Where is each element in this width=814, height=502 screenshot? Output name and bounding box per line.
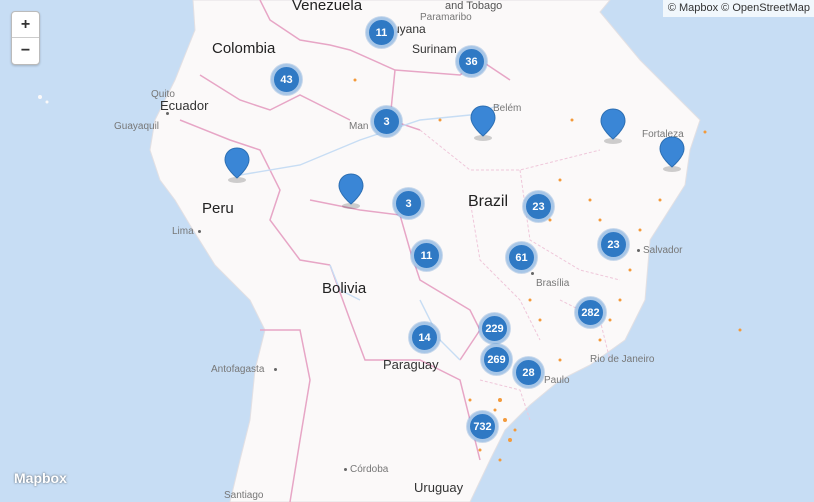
cluster-marker[interactable]: 282 — [575, 297, 606, 328]
city-dot — [531, 272, 534, 275]
label-santiago: Santiago — [224, 490, 264, 501]
cluster-marker[interactable]: 61 — [506, 242, 537, 273]
label-antofagasta: Antofagasta — [211, 364, 265, 375]
cluster-marker[interactable]: 269 — [481, 344, 512, 375]
cluster-marker[interactable]: 28 — [513, 357, 544, 388]
label-brazil: Brazil — [468, 193, 509, 210]
cluster-marker[interactable]: 36 — [456, 46, 487, 77]
cluster-marker[interactable]: 11 — [366, 17, 397, 48]
city-dot — [344, 468, 347, 471]
city-dot — [637, 249, 640, 252]
label-guayaquil: Guayaquil — [114, 121, 160, 132]
label-guyana: uyana — [393, 22, 426, 36]
cluster-marker[interactable]: 732 — [467, 411, 498, 442]
label-bolivia: Bolivia — [322, 280, 367, 297]
cluster-marker[interactable]: 3 — [371, 106, 402, 137]
label-salvador: Salvador — [643, 245, 683, 256]
label-venezuela: Venezuela — [292, 0, 363, 14]
label-cordoba: Córdoba — [350, 464, 389, 475]
mapbox-logo[interactable]: Mapbox — [14, 470, 67, 486]
zoom-in-button[interactable]: + — [12, 12, 39, 38]
cluster-marker[interactable]: 11 — [411, 240, 442, 271]
map-pin-icon[interactable] — [224, 147, 250, 183]
label-uruguay: Uruguay — [414, 480, 464, 495]
label-peru: Peru — [202, 200, 234, 217]
cluster-marker[interactable]: 14 — [409, 322, 440, 353]
label-rio: Rio de Janeiro — [590, 354, 655, 365]
galapagos-island-2 — [45, 100, 49, 104]
cluster-marker[interactable]: 23 — [523, 191, 554, 222]
label-belem: Belém — [493, 103, 522, 114]
cluster-marker[interactable]: 23 — [598, 229, 629, 260]
label-fortaleza: Fortaleza — [642, 129, 684, 140]
map-pin-icon[interactable] — [600, 108, 626, 144]
label-ecuador: Ecuador — [160, 98, 209, 113]
label-suriname: Surinam — [412, 42, 457, 56]
city-dot — [198, 230, 201, 233]
cluster-marker[interactable]: 229 — [479, 313, 510, 344]
map-pin-icon[interactable] — [338, 173, 364, 209]
cluster-marker[interactable]: 43 — [271, 64, 302, 95]
label-lima: Lima — [172, 226, 194, 237]
label-brasilia: Brasília — [536, 278, 570, 289]
label-paraguay: Paraguay — [383, 357, 439, 372]
label-quito: Quito — [151, 89, 175, 100]
map-pin-icon[interactable] — [470, 105, 496, 141]
zoom-control: + − — [11, 11, 40, 65]
label-colombia: Colombia — [212, 40, 276, 57]
label-trinidad: and Tobago — [445, 0, 503, 12]
label-manaus: Man — [349, 121, 369, 132]
map-pin-icon[interactable] — [659, 136, 685, 172]
map-attribution[interactable]: © Mapbox © OpenStreetMap — [662, 0, 814, 17]
cluster-marker[interactable]: 3 — [393, 188, 424, 219]
galapagos-island — [38, 95, 42, 99]
city-dot — [274, 368, 277, 371]
label-saopaulo: Paulo — [544, 375, 570, 386]
city-dot — [166, 112, 169, 115]
label-paramaribo: Paramaribo — [420, 12, 472, 23]
zoom-out-button[interactable]: − — [20, 42, 31, 59]
